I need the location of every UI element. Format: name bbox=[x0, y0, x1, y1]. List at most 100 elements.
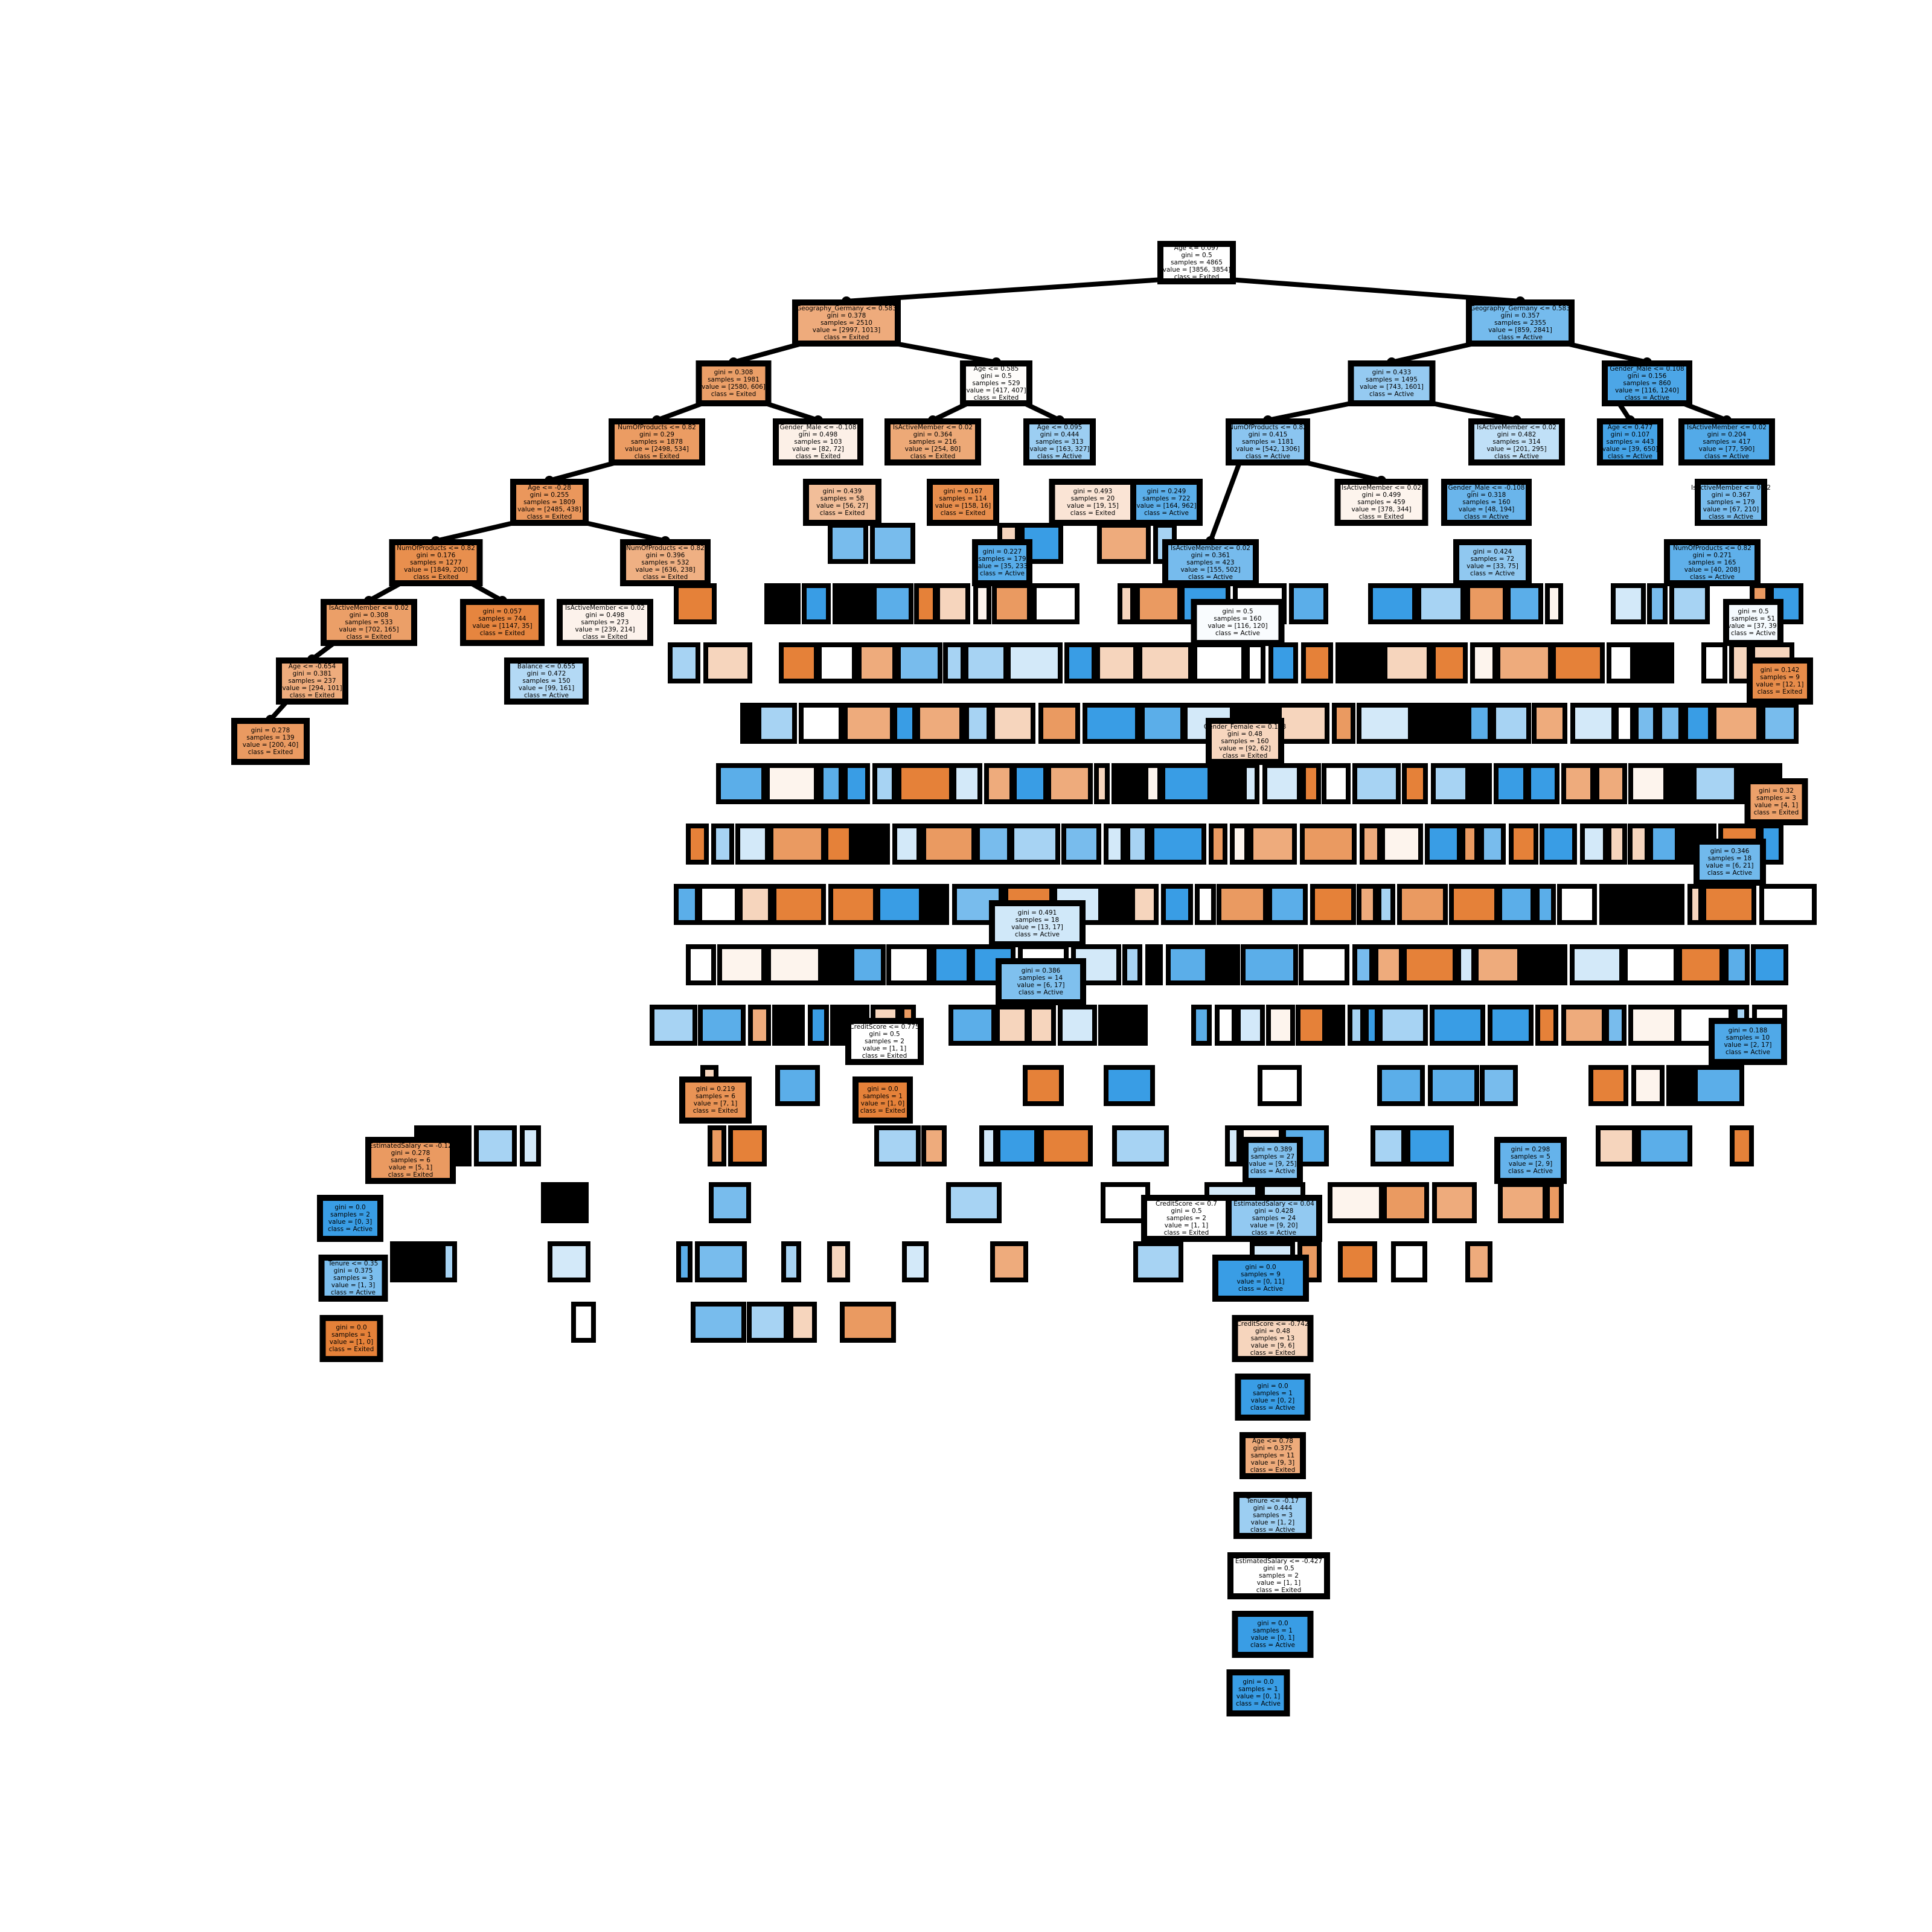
tree-node-label: value = [19, 15] bbox=[1067, 502, 1119, 510]
tree-node-label: class = Exited bbox=[1164, 1229, 1209, 1236]
tree-node-small bbox=[686, 824, 709, 865]
tree-node-small bbox=[1125, 824, 1150, 865]
tree-node-box bbox=[1597, 418, 1663, 465]
tree-node-label: samples = 4865 bbox=[1171, 259, 1223, 266]
tree-node-small bbox=[892, 703, 917, 744]
tree-node-box bbox=[696, 360, 772, 406]
tree-node-small bbox=[1488, 1005, 1534, 1046]
tree-node-label: Balance <= 0.655 bbox=[517, 663, 575, 670]
tree-node-small bbox=[1377, 1065, 1425, 1106]
tree-node-small bbox=[775, 1065, 820, 1106]
tree-node-small bbox=[1012, 763, 1048, 804]
tree-node-box bbox=[1233, 1492, 1312, 1539]
tree-node-label: CreditScore <= -0.742 bbox=[1236, 1320, 1308, 1328]
tree-node-small bbox=[1332, 703, 1355, 744]
tree-node-small bbox=[728, 1125, 767, 1166]
tree-node-label: value = [33, 75] bbox=[1467, 563, 1518, 570]
tree-node-label: gini = 0.5 bbox=[1738, 608, 1768, 615]
tree-node-label: samples = 313 bbox=[1035, 438, 1083, 446]
tree-node-box bbox=[1130, 479, 1203, 526]
tree-node-small bbox=[1465, 1241, 1492, 1282]
tree-node-label: gini = 0.498 bbox=[799, 431, 838, 438]
tree-node-label: samples = 27 bbox=[1251, 1153, 1294, 1160]
tree-node-label: class = Active bbox=[1019, 989, 1063, 996]
tree-node-small bbox=[709, 1182, 751, 1223]
tree-node-label: gini = 0.32 bbox=[1759, 787, 1794, 795]
tree-node-small bbox=[1374, 944, 1404, 985]
tree-node-small bbox=[1647, 583, 1668, 624]
tree-node-label: class = Active bbox=[1707, 869, 1752, 877]
tree-node-label: samples = 51 bbox=[1732, 615, 1775, 622]
tree-node-small bbox=[1230, 824, 1249, 865]
tree-node-small bbox=[788, 1302, 817, 1343]
tree-node-label: samples = 179 bbox=[1707, 499, 1754, 506]
tree-node-label: gini = 0.357 bbox=[1501, 312, 1540, 319]
tree-node-label: samples = 2 bbox=[1259, 1572, 1299, 1579]
tree-node-small bbox=[948, 1005, 996, 1046]
tree-node-small bbox=[1551, 642, 1605, 683]
tree-node-label: class = Active bbox=[1188, 574, 1233, 581]
tree-node-label: gini = 0.249 bbox=[1147, 488, 1186, 495]
tree-node-label: samples = 139 bbox=[246, 734, 294, 741]
tree-node-small bbox=[1666, 1065, 1694, 1106]
tree-node-label: gini = 0.0 bbox=[336, 1324, 366, 1331]
tree-node-small bbox=[828, 523, 868, 564]
tree-node-small bbox=[828, 884, 878, 925]
tree-node-label: class = Active bbox=[1236, 1700, 1281, 1707]
tree-node-label: samples = 443 bbox=[1606, 438, 1654, 446]
tree-node-label: value = [40, 208] bbox=[1684, 566, 1740, 574]
tree-node-label: gini = 0.433 bbox=[1372, 369, 1412, 376]
tree-node-label: class = Exited bbox=[1754, 809, 1799, 816]
tree-node-label: gini = 0.057 bbox=[483, 608, 522, 615]
tree-node-box bbox=[510, 479, 589, 526]
tree-node-label: value = [378, 344] bbox=[1351, 506, 1411, 513]
tree-node-small bbox=[1382, 1182, 1429, 1223]
tree-node-label: Age <= 0.477 bbox=[1608, 424, 1653, 431]
tree-node-label: gini = 0.48 bbox=[1227, 731, 1262, 738]
tree-node-small bbox=[1623, 944, 1678, 985]
tree-node-small bbox=[1277, 703, 1329, 744]
tree-node-small bbox=[735, 824, 770, 865]
tree-node-label: class = Exited bbox=[388, 1171, 433, 1179]
tree-node-small bbox=[996, 1125, 1039, 1166]
tree-node-label: gini = 0.156 bbox=[1628, 373, 1667, 380]
tree-node-box bbox=[1226, 1195, 1322, 1242]
tree-node-label: samples = 722 bbox=[1142, 495, 1190, 502]
tree-node-label: gini = 0.167 bbox=[944, 488, 983, 495]
tree-node-small bbox=[1596, 1125, 1637, 1166]
tree-node-label: samples = 160 bbox=[1462, 499, 1510, 506]
tree-node-label: value = [13, 17] bbox=[1011, 924, 1063, 931]
tree-node-small bbox=[833, 583, 872, 624]
tree-node-label: gini = 0.375 bbox=[334, 1267, 373, 1275]
tree-node-label: class = Exited bbox=[974, 394, 1019, 401]
tree-node-label: Gender_Female <= 0.108 bbox=[1204, 723, 1286, 731]
tree-node-label: value = [3856, 3854] bbox=[1163, 266, 1230, 273]
tree-node-label: samples = 2 bbox=[330, 1211, 370, 1218]
tree-node-small bbox=[1413, 703, 1467, 744]
tree-node-label: value = [9, 3] bbox=[1251, 1459, 1294, 1467]
tree-node-label: samples = 160 bbox=[1214, 615, 1261, 622]
tree-node-label: EstimatedSalary <= -0.12 bbox=[369, 1142, 452, 1150]
tree-node-small bbox=[1266, 1005, 1295, 1046]
tree-node-box bbox=[960, 360, 1032, 406]
tree-node-label: class = Active bbox=[1464, 513, 1509, 520]
tree-node-label: samples = 1181 bbox=[1242, 438, 1294, 446]
tree-node-label: gini = 0.389 bbox=[1253, 1146, 1293, 1153]
tree-node-box bbox=[1157, 241, 1236, 284]
tree-node-small bbox=[766, 944, 823, 985]
tree-node-small bbox=[892, 824, 921, 865]
tree-node-label: value = [702, 165] bbox=[339, 626, 398, 633]
